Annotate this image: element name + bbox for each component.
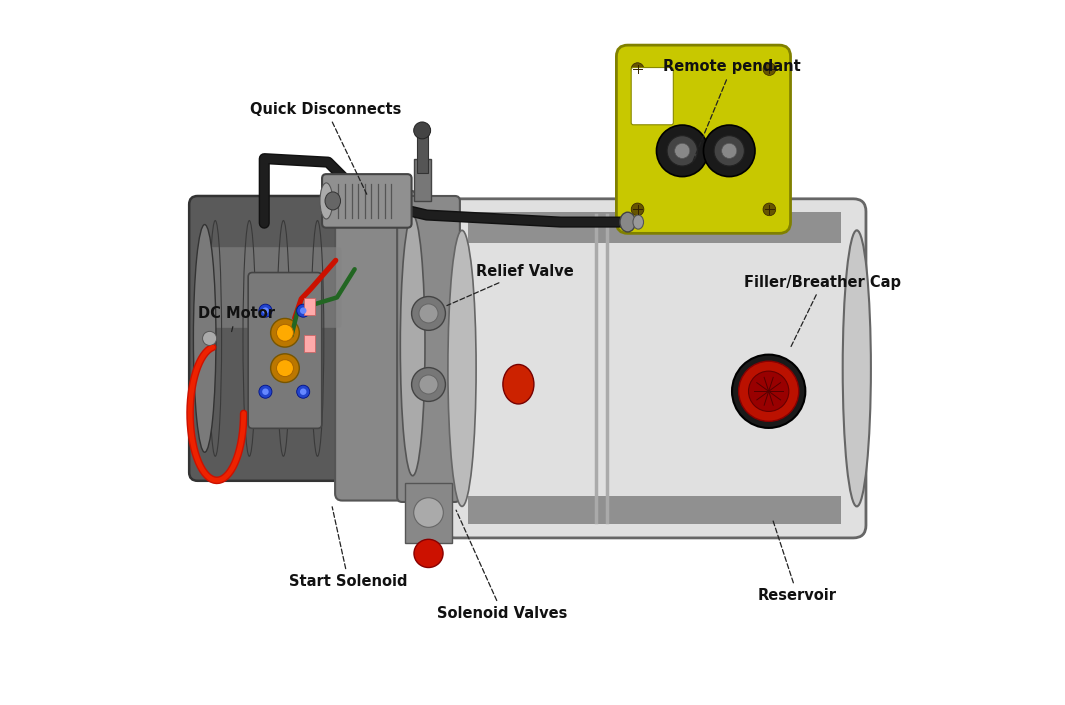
Bar [468,496,840,524]
Circle shape [202,331,216,345]
Circle shape [656,125,708,176]
Circle shape [763,203,775,216]
Circle shape [297,304,310,317]
Ellipse shape [448,231,476,506]
FancyBboxPatch shape [202,247,342,328]
Ellipse shape [620,212,636,232]
Ellipse shape [414,539,443,568]
Text: Start Solenoid: Start Solenoid [290,507,408,589]
Bar [305,335,315,352]
Circle shape [277,360,294,376]
Bar [468,212,840,243]
Bar [405,483,453,543]
Circle shape [271,319,299,347]
Circle shape [704,125,755,176]
Ellipse shape [194,224,216,453]
Circle shape [277,324,294,341]
Circle shape [262,307,268,314]
FancyBboxPatch shape [322,174,411,228]
Ellipse shape [842,231,871,506]
Circle shape [714,135,744,166]
Text: DC Motor: DC Motor [198,306,275,332]
Circle shape [271,354,299,383]
Bar [413,159,430,201]
Circle shape [739,361,799,422]
Text: Filler/Breather Cap: Filler/Breather Cap [744,274,901,346]
FancyBboxPatch shape [442,199,866,538]
Text: Solenoid Valves: Solenoid Valves [438,510,568,621]
Bar [416,134,428,173]
Circle shape [749,371,789,412]
Circle shape [297,385,310,398]
Circle shape [763,63,775,75]
Text: Relief Valve: Relief Valve [447,264,574,305]
Circle shape [667,135,698,166]
Bar [305,298,315,314]
FancyBboxPatch shape [632,68,673,125]
Text: Quick Disconnects: Quick Disconnects [250,102,402,196]
Text: Reservoir: Reservoir [758,521,837,603]
Circle shape [411,367,445,401]
Text: Remote pendant: Remote pendant [662,59,801,163]
Circle shape [419,375,438,394]
Ellipse shape [633,215,643,229]
Circle shape [413,122,430,139]
Ellipse shape [325,192,341,210]
Ellipse shape [320,183,332,219]
FancyBboxPatch shape [190,196,355,481]
Circle shape [259,385,272,398]
Circle shape [259,304,272,317]
FancyBboxPatch shape [617,45,790,233]
Ellipse shape [503,364,534,404]
FancyBboxPatch shape [248,273,322,429]
Circle shape [632,203,644,216]
Circle shape [411,297,445,331]
Circle shape [722,143,737,159]
Circle shape [419,304,438,323]
Circle shape [262,388,268,395]
Circle shape [413,498,443,527]
Circle shape [300,307,307,314]
Circle shape [732,355,805,428]
Circle shape [632,63,644,75]
Circle shape [300,388,307,395]
FancyBboxPatch shape [335,190,416,501]
Circle shape [674,143,690,159]
FancyBboxPatch shape [397,196,460,502]
Ellipse shape [400,215,425,476]
